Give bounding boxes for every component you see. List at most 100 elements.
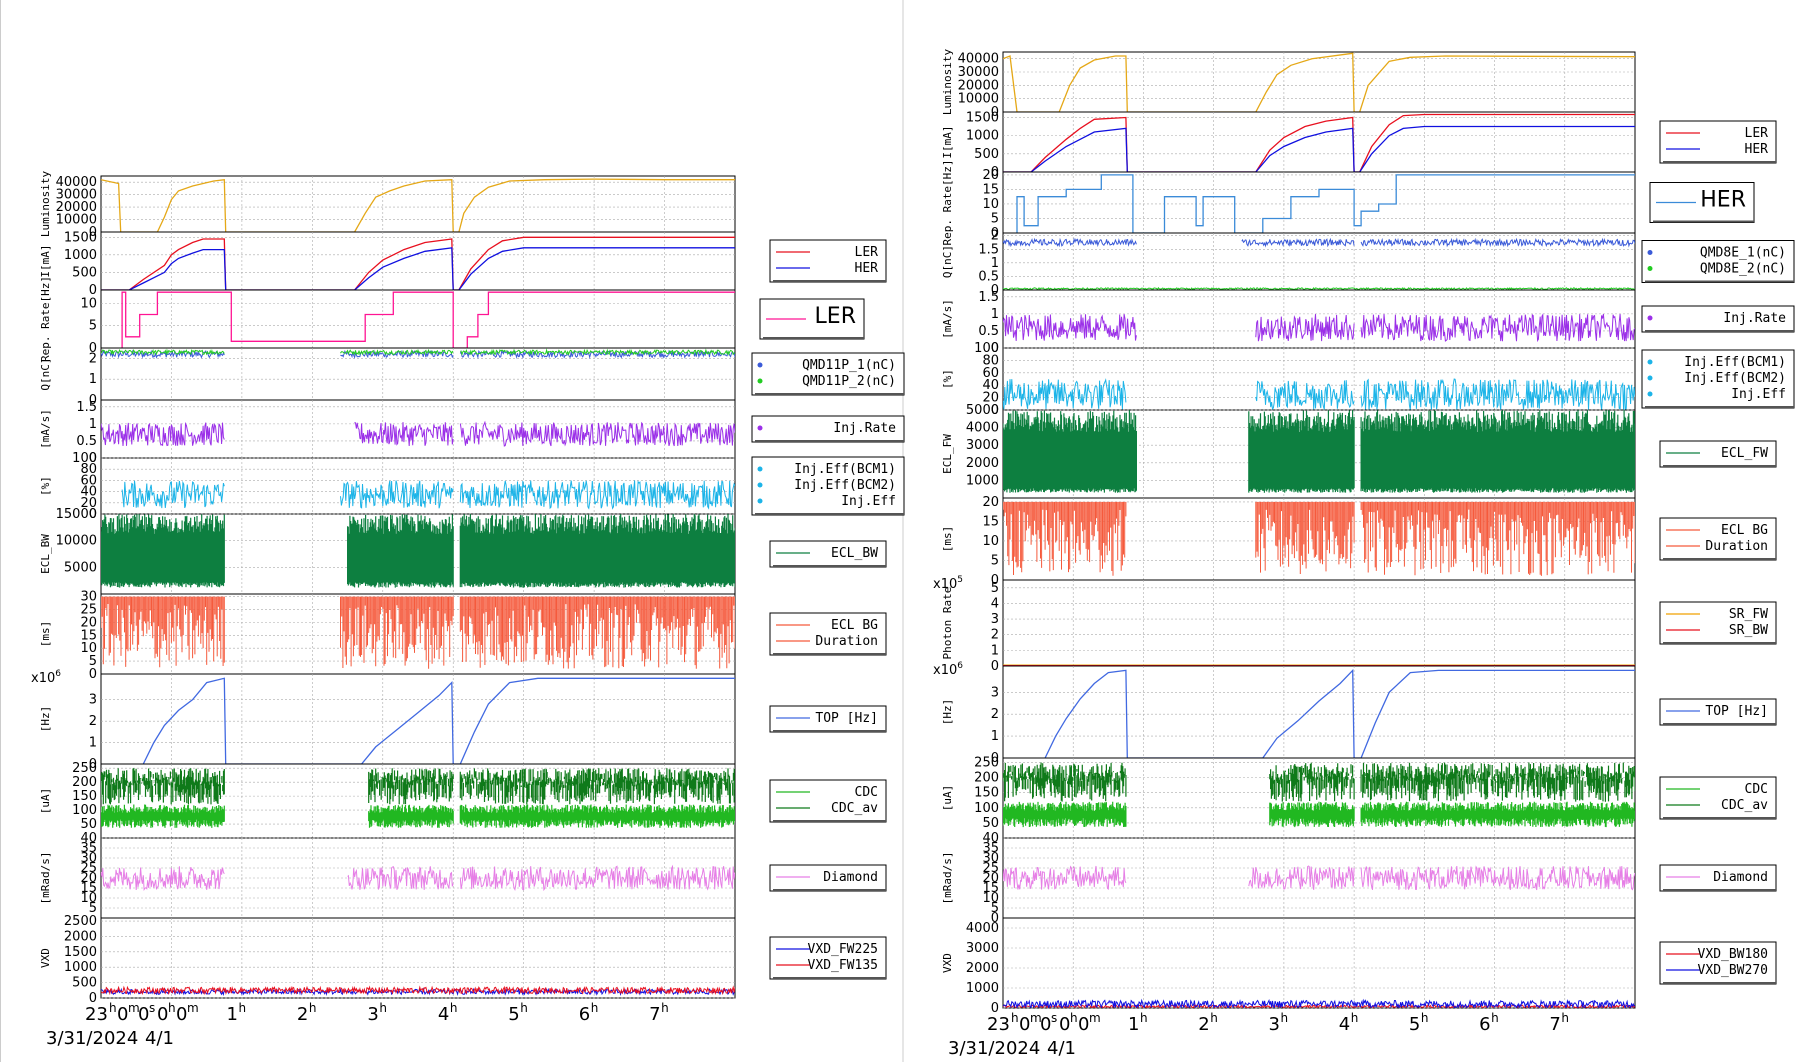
y-tick-label: 40 bbox=[982, 378, 999, 393]
panel-frame bbox=[1002, 51, 1636, 113]
series-group bbox=[1003, 762, 1635, 828]
y-tick-label: 0 bbox=[89, 341, 97, 356]
legend-label: Duration bbox=[1705, 539, 1768, 554]
panel-frame bbox=[1002, 665, 1636, 759]
legend-rep: HER bbox=[1649, 182, 1755, 223]
y-tick-label: 1.5 bbox=[76, 400, 97, 415]
x-tick-label: h bbox=[1491, 1011, 1499, 1025]
x-tick-label: 0 bbox=[1078, 1014, 1089, 1035]
series-noise bbox=[1360, 237, 1635, 248]
x-tick-label: 1 bbox=[1128, 1014, 1139, 1035]
series-noise bbox=[1003, 865, 1127, 890]
y-tick-label: 0 bbox=[89, 451, 97, 466]
series-noise bbox=[1241, 237, 1355, 248]
legend-q: QMD8E_1(nC)QMD8E_2(nC) bbox=[1641, 240, 1795, 283]
y-axis-label: ECL_FW bbox=[941, 434, 954, 474]
panel-ecl: 1000 2000 3000 4000 5000 ECL_FW ECL_FW bbox=[941, 403, 1777, 499]
y-tick-label: 20 bbox=[80, 871, 97, 886]
y-axis-label: [uA] bbox=[941, 785, 954, 812]
series-noise bbox=[459, 420, 735, 447]
series-spikes bbox=[368, 804, 454, 828]
y-tick-label: 5 bbox=[991, 211, 999, 226]
series-spikes bbox=[1003, 762, 1127, 802]
x-tick-label: h bbox=[520, 1001, 528, 1015]
y-tick-label: 150 bbox=[72, 789, 97, 804]
series-group bbox=[1003, 237, 1635, 290]
series-line bbox=[142, 677, 735, 764]
y-tick-label: 20 bbox=[982, 168, 999, 183]
legend-marker bbox=[1647, 359, 1653, 365]
y-tick-label: 10 bbox=[80, 296, 97, 311]
legend-box bbox=[751, 415, 905, 443]
y-axis-label: [mRad/s] bbox=[39, 852, 52, 905]
series-noise bbox=[1360, 378, 1635, 410]
series-noise bbox=[1003, 314, 1137, 341]
x-tick-label: h bbox=[661, 1001, 669, 1015]
series-spikes bbox=[1269, 801, 1355, 828]
series-noise bbox=[459, 480, 735, 510]
series-spikes bbox=[459, 596, 735, 669]
y-tick-label: 15 bbox=[80, 881, 97, 896]
y-tick-label: 4000 bbox=[966, 421, 999, 436]
legend-label: VXD_FW135 bbox=[808, 958, 878, 973]
x-tick-label: 3 bbox=[367, 1004, 378, 1025]
legend-box bbox=[1641, 240, 1795, 283]
y-axis-label: [%] bbox=[39, 476, 52, 496]
y-tick-label: 3 bbox=[991, 612, 999, 627]
y-tick-label: 10 bbox=[982, 891, 999, 906]
series-line bbox=[101, 178, 735, 232]
y-multiplier-exponent: 6 bbox=[55, 669, 61, 679]
y-tick-label: 1 bbox=[991, 307, 999, 322]
series-line bbox=[121, 291, 735, 348]
x-date-label: 3/31/2024 bbox=[46, 1028, 138, 1049]
x-tick-label: 5 bbox=[1409, 1014, 1420, 1035]
y-tick-label: 0.5 bbox=[978, 324, 999, 339]
legend-q: QMD11P_1(nC)QMD11P_2(nC) bbox=[751, 352, 905, 396]
legend-box bbox=[769, 779, 887, 823]
y-tick-label: 2 bbox=[991, 628, 999, 643]
x-tick-label: 4 bbox=[1339, 1014, 1350, 1035]
y-tick-label: 1500 bbox=[64, 945, 97, 960]
y-tick-label: 15 bbox=[982, 514, 999, 529]
series-group bbox=[1016, 174, 1635, 233]
x-tick-label: m bbox=[1089, 1011, 1101, 1025]
series-group bbox=[101, 768, 735, 828]
series-spikes bbox=[1003, 501, 1127, 576]
y-axis-label: Q[nC] bbox=[39, 357, 52, 390]
y-tick-label: 5 bbox=[991, 581, 999, 596]
series-group bbox=[101, 864, 735, 892]
series-group bbox=[142, 677, 735, 764]
y-tick-label: 5 bbox=[89, 654, 97, 669]
legend-box bbox=[751, 456, 905, 516]
legend-injeff: Inj.Eff(BCM1)Inj.Eff(BCM2)Inj.Eff bbox=[1641, 349, 1795, 409]
legend-label: QMD11P_1(nC) bbox=[802, 358, 896, 373]
legend-label: LER bbox=[855, 245, 879, 260]
series-noise bbox=[1255, 380, 1355, 410]
y-tick-label: 5 bbox=[89, 319, 97, 334]
x-tick-label: 6 bbox=[579, 1004, 590, 1025]
y-tick-label: 100 bbox=[72, 803, 97, 818]
legend-marker bbox=[757, 466, 763, 472]
y-axis-label: VXD bbox=[39, 948, 52, 968]
series-noise bbox=[1248, 865, 1355, 890]
x-tick-label: h bbox=[109, 1001, 117, 1015]
y-tick-label: 0 bbox=[991, 283, 999, 298]
y-axis-label: I[mA] bbox=[39, 244, 52, 277]
y-axis-label: Photon Rate bbox=[941, 587, 954, 660]
y-tick-label: 50 bbox=[982, 816, 999, 831]
y-tick-label: 0.5 bbox=[76, 434, 97, 449]
legend-marker bbox=[1647, 375, 1653, 381]
y-tick-label: 0 bbox=[991, 403, 999, 418]
panel-top: 0 1 2 3 [Hz] x106 TOP [Hz] bbox=[933, 661, 1777, 766]
series-spikes bbox=[1360, 410, 1635, 493]
y-multiplier-exponent: 5 bbox=[957, 575, 963, 585]
series-line bbox=[101, 247, 735, 290]
y-tick-label: 2 bbox=[89, 351, 97, 366]
y-tick-label: 1 bbox=[89, 372, 97, 387]
y-tick-label: 3 bbox=[991, 685, 999, 700]
